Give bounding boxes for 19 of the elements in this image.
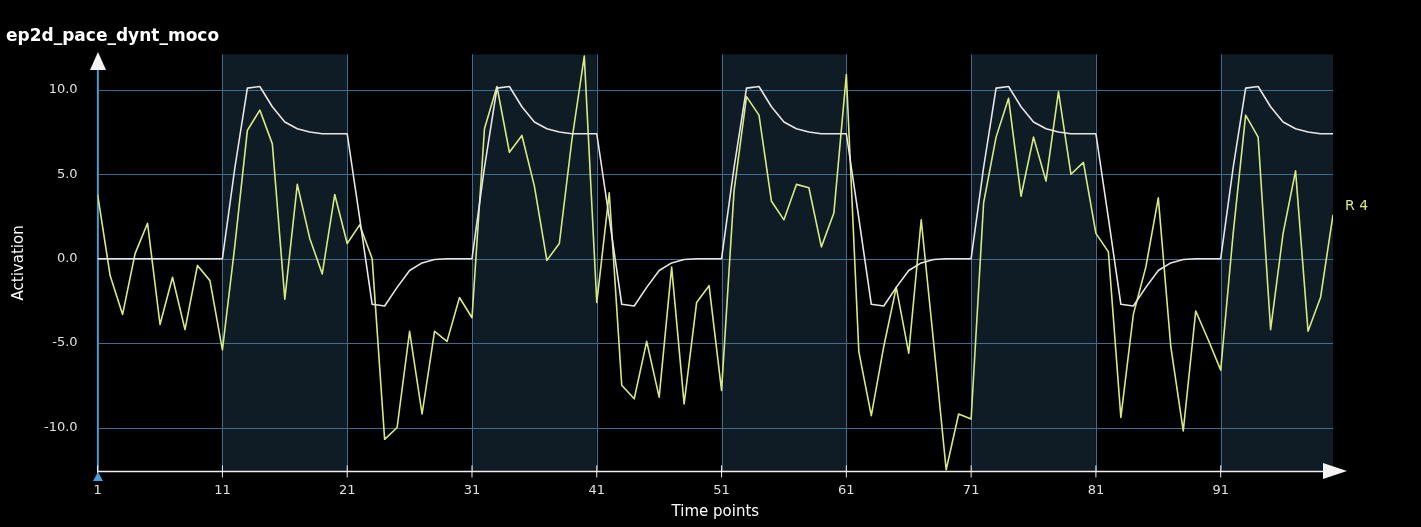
- x-tick-label: 41: [588, 481, 606, 497]
- y-tick-label: -10.0: [44, 418, 78, 434]
- series-label: R 4: [1345, 197, 1369, 214]
- x-tick-label: 91: [1212, 481, 1229, 497]
- x-axis-title: Time points: [670, 501, 760, 520]
- chart-title: ep2d_pace_dynt_moco: [6, 24, 220, 45]
- x-tick-label: 51: [713, 481, 730, 497]
- x-tick-label: 1: [93, 481, 102, 497]
- y-tick-label: 5.0: [56, 165, 78, 181]
- y-tick-label: 10.0: [48, 81, 78, 97]
- y-tick-label: 0.0: [56, 250, 78, 266]
- x-tick-label: 81: [1087, 481, 1105, 497]
- y-axis-title: Activation: [8, 225, 27, 301]
- x-tick-label: 71: [962, 481, 980, 497]
- x-tick-label: 11: [214, 481, 231, 497]
- x-tick-label: 21: [338, 481, 356, 497]
- x-tick-label: 61: [838, 481, 855, 497]
- y-tick-label: -5.0: [52, 334, 78, 350]
- x-tick-label: 31: [463, 481, 481, 497]
